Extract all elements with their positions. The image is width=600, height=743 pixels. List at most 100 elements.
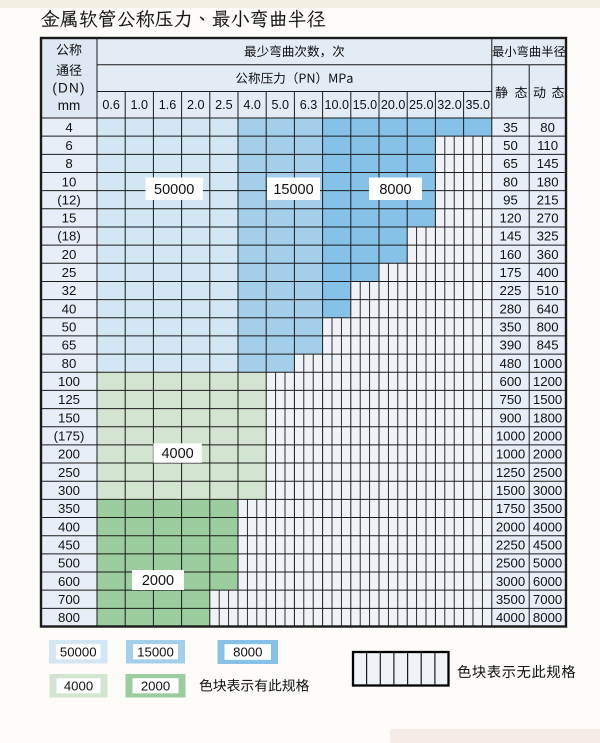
svg-text:2250: 2250 (496, 538, 525, 553)
svg-text:390: 390 (499, 338, 521, 353)
svg-text:700: 700 (58, 592, 80, 607)
svg-text:3000: 3000 (533, 483, 562, 498)
svg-text:32.0: 32.0 (437, 98, 462, 112)
svg-text:480: 480 (499, 356, 521, 371)
svg-text:4500: 4500 (533, 538, 562, 553)
svg-text:0.6: 0.6 (102, 98, 120, 112)
svg-text:600: 600 (58, 574, 80, 589)
svg-text:1.0: 1.0 (131, 98, 149, 112)
svg-text:125: 125 (58, 392, 80, 407)
svg-text:6: 6 (65, 138, 72, 153)
svg-text:300: 300 (58, 483, 80, 498)
svg-text:35: 35 (503, 120, 518, 135)
svg-text:150: 150 (58, 410, 80, 425)
svg-text:4: 4 (65, 120, 72, 135)
svg-text:8000: 8000 (379, 182, 411, 198)
svg-text:280: 280 (499, 301, 521, 316)
svg-text:5.0: 5.0 (272, 98, 290, 112)
svg-text:1250: 1250 (496, 465, 525, 480)
svg-text:50: 50 (503, 138, 518, 153)
svg-text:3500: 3500 (533, 501, 562, 516)
svg-text:270: 270 (537, 211, 559, 226)
svg-text:15000: 15000 (137, 645, 174, 660)
svg-text:640: 640 (537, 301, 559, 316)
svg-text:6000: 6000 (533, 574, 562, 589)
svg-text:2000: 2000 (496, 519, 525, 534)
svg-text:600: 600 (499, 374, 521, 389)
svg-text:400: 400 (537, 265, 559, 280)
svg-text:1.6: 1.6 (159, 98, 177, 112)
svg-text:3000: 3000 (496, 574, 525, 589)
svg-text:15: 15 (62, 211, 77, 226)
svg-text:2000: 2000 (533, 447, 562, 462)
svg-text:7000: 7000 (533, 592, 562, 607)
svg-text:65: 65 (62, 338, 77, 353)
svg-text:50: 50 (62, 320, 77, 335)
svg-text:400: 400 (58, 519, 80, 534)
svg-text:350: 350 (58, 501, 80, 516)
svg-text:1750: 1750 (496, 501, 525, 516)
svg-text:2500: 2500 (533, 465, 562, 480)
svg-text:15.0: 15.0 (353, 98, 378, 112)
svg-text:4000: 4000 (496, 610, 525, 625)
svg-text:845: 845 (537, 338, 559, 353)
svg-text:8000: 8000 (533, 610, 562, 625)
svg-text:25: 25 (62, 265, 77, 280)
svg-text:510: 510 (537, 283, 559, 298)
svg-text:145: 145 (537, 156, 559, 171)
svg-text:225: 225 (499, 283, 521, 298)
svg-text:160: 160 (499, 247, 521, 262)
svg-text:175: 175 (499, 265, 521, 280)
svg-text:215: 215 (537, 192, 559, 207)
svg-text:10.0: 10.0 (324, 98, 349, 112)
svg-text:65: 65 (503, 156, 518, 171)
svg-text:800: 800 (58, 610, 80, 625)
svg-text:(DN): (DN) (52, 81, 85, 96)
svg-text:2.5: 2.5 (215, 98, 233, 112)
svg-text:4.0: 4.0 (243, 98, 261, 112)
svg-text:2.0: 2.0 (187, 98, 205, 112)
svg-text:200: 200 (58, 447, 80, 462)
svg-text:1500: 1500 (533, 392, 562, 407)
svg-text:2000: 2000 (142, 573, 174, 589)
svg-text:145: 145 (499, 229, 521, 244)
svg-text:8000: 8000 (233, 645, 262, 660)
svg-text:500: 500 (58, 556, 80, 571)
svg-text:32: 32 (62, 283, 77, 298)
svg-text:(175): (175) (54, 429, 85, 444)
svg-text:15000: 15000 (273, 182, 313, 198)
svg-text:180: 180 (537, 174, 559, 189)
svg-text:900: 900 (499, 410, 521, 425)
svg-text:2000: 2000 (533, 429, 562, 444)
svg-text:4000: 4000 (161, 446, 193, 462)
svg-text:(12): (12) (57, 192, 80, 207)
svg-text:25.0: 25.0 (409, 98, 434, 112)
svg-text:80: 80 (503, 174, 518, 189)
svg-text:40: 40 (62, 301, 77, 316)
svg-text:20.0: 20.0 (381, 98, 406, 112)
svg-text:2000: 2000 (141, 679, 170, 694)
svg-text:250: 250 (58, 465, 80, 480)
svg-text:6.3: 6.3 (300, 98, 318, 112)
svg-text:100: 100 (58, 374, 80, 389)
svg-text:1800: 1800 (533, 410, 562, 425)
svg-text:360: 360 (537, 247, 559, 262)
svg-text:1000: 1000 (533, 356, 562, 371)
svg-text:3500: 3500 (496, 592, 525, 607)
svg-text:35.0: 35.0 (465, 98, 490, 112)
svg-text:1500: 1500 (496, 483, 525, 498)
svg-text:80: 80 (540, 120, 555, 135)
svg-text:50000: 50000 (60, 645, 97, 660)
svg-text:110: 110 (537, 138, 558, 153)
svg-text:10: 10 (62, 174, 77, 189)
svg-text:95: 95 (503, 192, 518, 207)
svg-text:1200: 1200 (533, 374, 562, 389)
svg-text:2500: 2500 (496, 556, 525, 571)
svg-text:800: 800 (537, 320, 559, 335)
svg-text:120: 120 (499, 211, 521, 226)
svg-text:80: 80 (62, 356, 77, 371)
svg-text:mm: mm (58, 98, 81, 113)
svg-text:450: 450 (58, 538, 80, 553)
svg-text:(18): (18) (57, 229, 80, 244)
svg-text:1000: 1000 (496, 429, 525, 444)
